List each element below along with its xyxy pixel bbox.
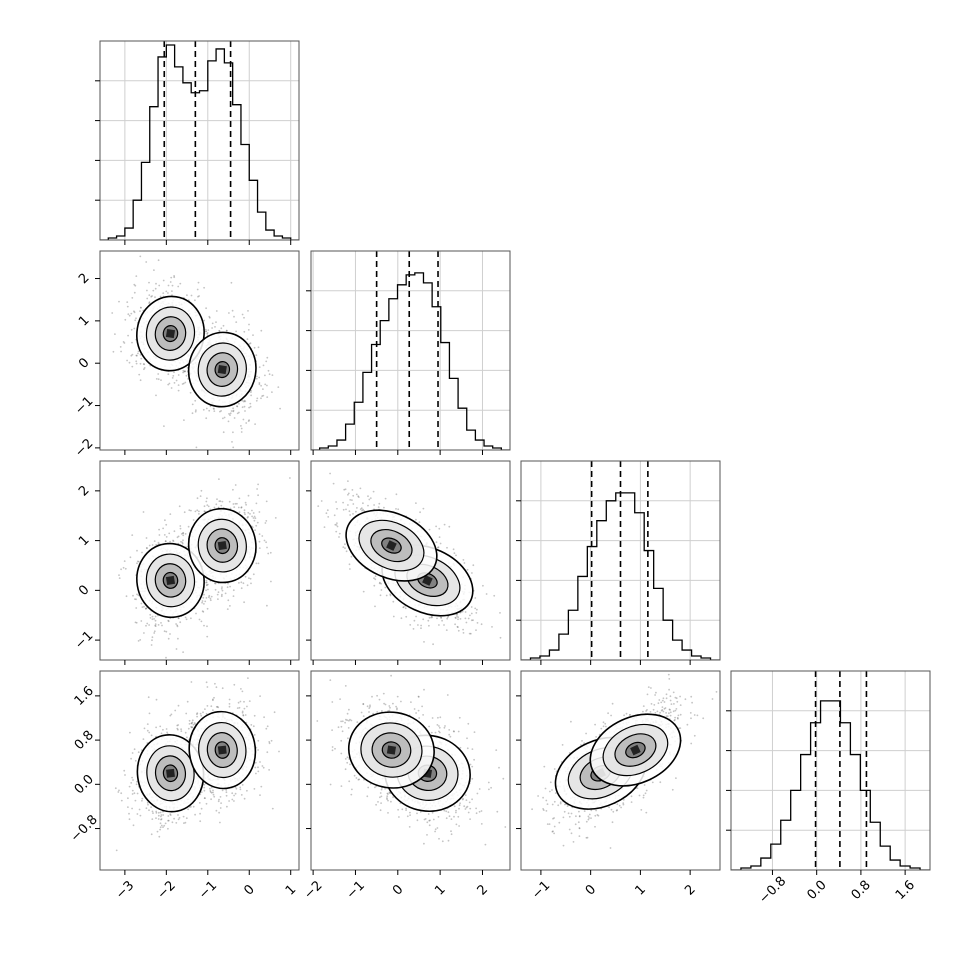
histogram-line [100,44,299,240]
panel-frame [520,460,721,661]
panel-frame [310,460,511,661]
x-tick-label: 0.0 [804,878,829,903]
scatter-panel-3-0 [99,670,300,871]
panel-frame [99,250,300,451]
panel-frame [520,670,721,871]
scatter-panel-2-1 [310,460,511,661]
histogram-line [311,272,510,450]
y-tick-label: 1 [76,313,92,329]
density-peak [166,768,175,778]
y-tick-label: 0.0 [72,772,97,797]
y-tick-label: −2 [72,436,96,460]
x-tick-label: 1.6 [893,878,918,903]
density-peak [217,540,227,551]
panel-frame [730,670,931,871]
y-tick-label: 0 [76,582,92,598]
scatter-panel-2-0 [99,460,300,661]
density-peak [217,745,227,755]
density-peak [165,575,176,585]
x-tick-label: −0.8 [756,874,789,907]
scatter-panel-1-0 [99,250,300,451]
x-tick-label: 1 [432,882,448,898]
x-tick-label: −3 [113,878,137,902]
x-tick-label: 2 [475,882,491,898]
hist-panel-2 [520,460,721,661]
hist-panel-0 [99,40,300,241]
x-tick-label: 0 [390,882,406,898]
panel-frame [99,40,300,241]
histogram-line [521,492,720,660]
density-peak [217,364,227,375]
x-tick-label: −1 [529,878,553,902]
panel-frame [99,460,300,661]
x-tick-label: 1 [283,882,299,898]
density-peak [386,540,397,551]
histogram-line [731,700,930,870]
x-tick-label: 0 [241,882,257,898]
density-peak [630,744,641,756]
panel-frame [310,250,511,451]
panel-frame [310,670,511,871]
x-tick-label: 0.8 [849,878,874,903]
x-tick-label: 1 [633,882,649,898]
x-tick-label: −2 [301,878,325,902]
hist-panel-1 [310,250,511,451]
y-tick-label: 0 [76,355,92,371]
scatter-panel-3-2 [520,670,721,871]
hist-panel-3 [730,670,931,871]
y-tick-label: 0.8 [72,728,97,753]
density-peak [422,575,433,586]
y-tick-label: 2 [76,483,92,499]
panel-frame [99,670,300,871]
density-peak [165,328,176,339]
y-tick-label: 1.6 [72,684,97,709]
y-tick-label: −1 [72,628,96,652]
x-tick-label: −1 [344,878,368,902]
x-tick-label: −2 [155,878,179,902]
x-tick-label: 0 [583,882,599,898]
scatter-panel-3-1 [310,670,511,871]
x-tick-label: 2 [682,882,698,898]
y-tick-label: −1 [72,394,96,418]
density-peak [386,745,397,755]
y-tick-label: 1 [76,533,92,549]
y-tick-label: 2 [76,271,92,287]
x-tick-label: −1 [196,878,220,902]
